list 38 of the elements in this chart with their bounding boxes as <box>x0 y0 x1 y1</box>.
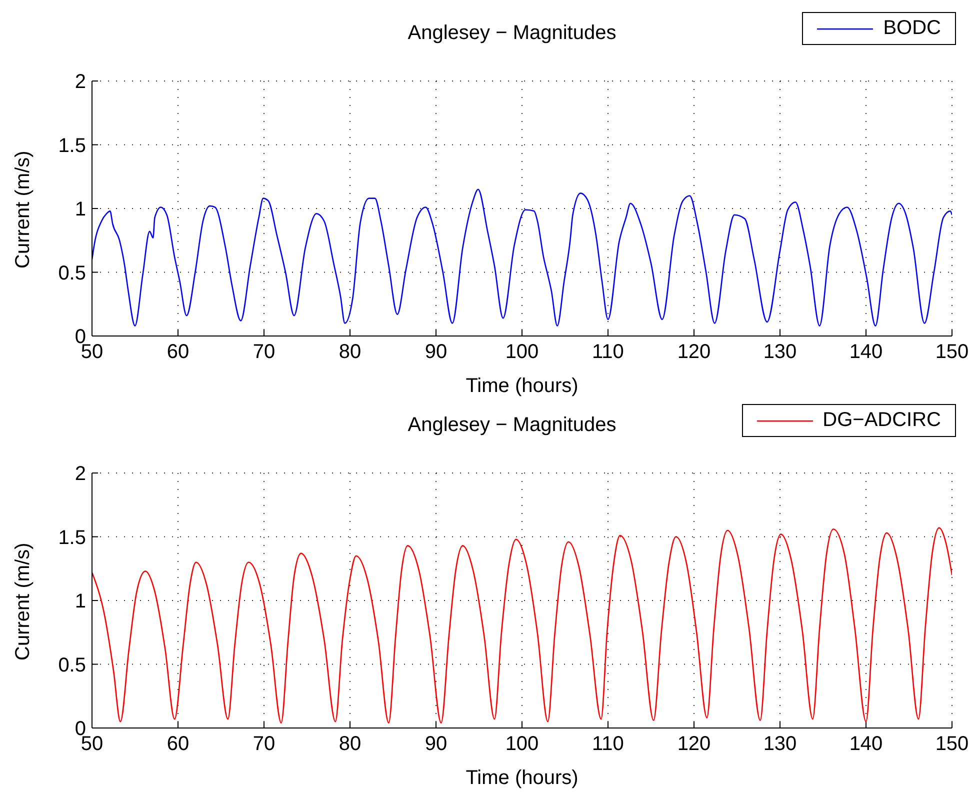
x-tick-label: 120 <box>677 733 711 756</box>
chart-title: Anglesey − Magnitudes <box>408 414 616 436</box>
legend-label: DG−ADCIRC <box>822 409 941 432</box>
y-tick-label: 0.5 <box>58 654 86 676</box>
x-tick-label: 140 <box>849 733 883 756</box>
y-tick-label: 1 <box>74 590 86 613</box>
y-tick-label: 1 <box>74 198 86 221</box>
x-tick-label: 90 <box>424 341 448 364</box>
y-tick-label: 1.5 <box>58 134 86 157</box>
line-series <box>92 188 952 326</box>
x-tick-label: 90 <box>424 733 448 756</box>
x-tick-label: 130 <box>763 341 797 364</box>
y-tick-label: 0.5 <box>58 262 86 284</box>
x-tick-label: 140 <box>849 341 883 364</box>
x-tick-label: 110 <box>592 341 624 364</box>
y-axis-title: Current (m/s) <box>12 542 34 660</box>
x-tick-label: 120 <box>677 341 711 364</box>
x-tick-label: 150 <box>935 733 969 756</box>
x-tick-label: 100 <box>505 341 539 364</box>
x-tick-label: 100 <box>505 733 539 756</box>
y-tick-label: 2 <box>74 71 86 94</box>
y-tick-label: 1.5 <box>58 526 86 549</box>
x-tick-label: 60 <box>166 733 190 756</box>
x-tick-label: 80 <box>338 733 362 756</box>
y-tick-label: 2 <box>74 463 86 486</box>
x-tick-label: 130 <box>763 733 797 756</box>
x-axis-title: Time (hours) <box>466 767 578 789</box>
y-axis-title: Current (m/s) <box>12 150 34 268</box>
x-tick-label: 70 <box>252 341 276 364</box>
x-tick-label: 70 <box>252 733 276 756</box>
legend-label: BODC <box>883 17 941 40</box>
x-tick-label: 150 <box>935 341 969 364</box>
line-series <box>92 527 952 724</box>
chart-title: Anglesey − Magnitudes <box>408 22 616 44</box>
x-tick-label: 60 <box>166 341 190 364</box>
x-axis-title: Time (hours) <box>466 375 578 397</box>
x-tick-label: 80 <box>338 341 362 364</box>
x-tick-label: 110 <box>592 733 624 756</box>
